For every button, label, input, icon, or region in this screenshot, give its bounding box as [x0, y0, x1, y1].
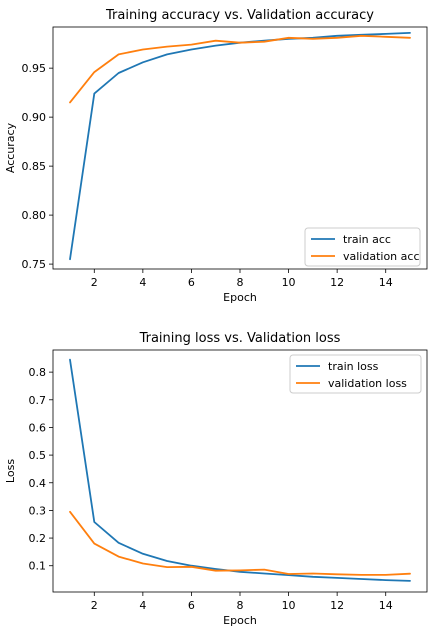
plot-frame	[52, 349, 428, 593]
x-tick-label: 10	[282, 599, 296, 612]
y-tick-label: 0.7	[29, 394, 47, 407]
y-tick-label: 0.90	[22, 111, 47, 124]
x-tick-label: 8	[237, 276, 244, 289]
series-line-train-acc	[69, 32, 411, 261]
x-tick-label: 6	[188, 599, 195, 612]
y-tick-label: 0.5	[29, 449, 47, 462]
legend-entry: validation acc	[343, 250, 420, 263]
x-tick-label: 2	[91, 599, 98, 612]
y-tick-label: 0.95	[22, 62, 47, 75]
legend-entry: train acc	[343, 233, 391, 246]
y-tick-label: 0.1	[29, 560, 47, 573]
chart-title: Training accuracy vs. Validation accurac…	[105, 8, 374, 23]
x-tick-label: 10	[282, 276, 296, 289]
x-tick-label: 2	[91, 276, 98, 289]
chart-title: Training loss vs. Validation loss	[139, 331, 341, 346]
series-line-train-loss	[69, 358, 411, 582]
legend-entry: validation loss	[328, 377, 407, 390]
chart-2: Training loss vs. Validation loss 2 4 6 8 10 1…	[4, 331, 428, 627]
x-tick-label: 4	[139, 276, 146, 289]
x-tick-label: 14	[379, 599, 393, 612]
y-tick-label: 0.6	[29, 421, 47, 434]
chart-1: Training accuracy vs. Validation accurac…	[4, 8, 428, 304]
x-tick-label: 8	[237, 599, 244, 612]
plot-frame	[52, 26, 428, 270]
legend: train acc validation acc	[304, 227, 421, 267]
x-tick-label: 6	[188, 276, 195, 289]
y-tick-label: 0.80	[22, 209, 47, 222]
x-tick-label: 4	[139, 599, 146, 612]
y-tick-label: 0.8	[29, 366, 47, 379]
y-tick-label: 0.75	[22, 258, 47, 271]
series-line-validation-loss	[69, 510, 411, 576]
y-tick-label: 0.3	[29, 504, 47, 517]
legend: train loss validation loss	[289, 354, 422, 394]
x-axis-label: Epoch	[223, 291, 257, 304]
x-tick-label: 12	[330, 599, 344, 612]
y-tick-label: 0.85	[22, 160, 47, 173]
x-axis-label: Epoch	[223, 614, 257, 627]
x-tick-label: 14	[379, 276, 393, 289]
y-tick-label: 0.4	[29, 477, 47, 490]
legend-entry: train loss	[328, 360, 379, 373]
y-tick-label: 0.2	[29, 532, 47, 545]
series-line-validation-acc	[69, 34, 411, 104]
legend-box	[289, 354, 422, 394]
y-axis-label: Loss	[4, 459, 17, 483]
y-axis-label: Accuracy	[4, 122, 17, 173]
x-tick-label: 12	[330, 276, 344, 289]
